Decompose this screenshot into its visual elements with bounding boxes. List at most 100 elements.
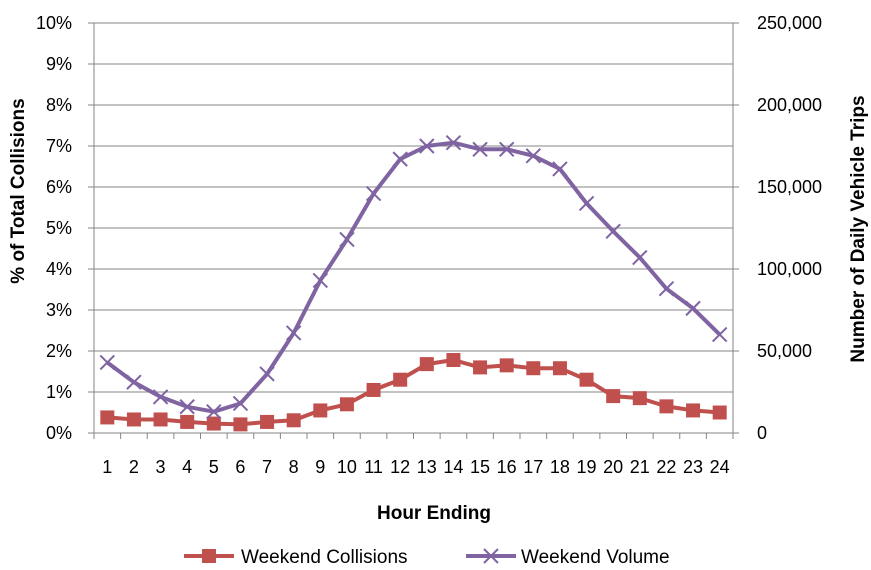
volume-point — [99, 354, 116, 371]
tick-labels: 0% 1% 2% 3% 4% 5% 6% 7% 8% 9% 10% 0 50,000 100,000 150… — [36, 13, 822, 477]
collisions-point — [552, 361, 567, 376]
x-tick-label: 11 — [364, 457, 383, 477]
volume-point — [419, 138, 435, 154]
legend-square-marker — [202, 549, 216, 563]
volume-point — [259, 366, 275, 382]
x-tick-label: 3 — [156, 457, 166, 477]
collisions-point — [712, 405, 727, 420]
x-tick-label: 2 — [129, 457, 139, 477]
legend: Weekend Collisions Weekend Volume — [184, 547, 670, 568]
volume-point — [152, 389, 169, 405]
x-tick-label: 10 — [337, 457, 357, 477]
collisions-point — [180, 414, 195, 429]
y-tick-label: 1% — [46, 382, 72, 402]
collisions-point — [606, 389, 621, 404]
collisions-point — [260, 414, 275, 429]
chart-axes — [88, 22, 739, 439]
volume-point — [179, 399, 195, 415]
x-tick-label: 21 — [630, 457, 650, 477]
x-tick-label: 18 — [550, 457, 570, 477]
x-tick-label: 8 — [289, 457, 299, 477]
collisions-point — [339, 397, 354, 412]
y-tick-label: 5% — [46, 218, 72, 238]
series-lines — [106, 140, 722, 427]
x-tick-label: 23 — [683, 457, 703, 477]
collisions-point — [659, 399, 674, 414]
collisions-point — [100, 410, 115, 425]
x-tick-label: 4 — [182, 457, 192, 477]
volume-point — [605, 223, 621, 239]
legend-label-volume: Weekend Volume — [521, 547, 670, 568]
collisions-point — [206, 416, 221, 431]
volume-point — [685, 300, 701, 317]
volume-point — [126, 374, 142, 390]
collisions-point — [579, 372, 594, 387]
x-tick-label: 14 — [443, 457, 463, 477]
x-tick-label: 6 — [235, 457, 245, 477]
volume-point — [711, 326, 728, 343]
x-tick-label: 17 — [523, 457, 543, 477]
y-tick-label: 2% — [46, 341, 72, 361]
y-tick-label: 9% — [46, 54, 72, 74]
legend-item-weekend-volume: Weekend Volume — [466, 547, 670, 568]
y-tick-label: 10% — [36, 13, 72, 33]
volume-point — [552, 161, 568, 177]
series-markers — [99, 135, 728, 432]
volume-point — [658, 280, 675, 297]
volume-point — [578, 195, 595, 212]
volume-point — [632, 249, 648, 266]
volume-point — [312, 272, 329, 289]
x-tick-label: 19 — [577, 457, 597, 477]
x-tick-label: 13 — [417, 457, 437, 477]
x-tick-label: 1 — [102, 457, 112, 477]
collisions-point — [526, 361, 541, 376]
volume-point — [445, 135, 462, 151]
collisions-point — [366, 382, 381, 397]
x-tick-label: 7 — [262, 457, 272, 477]
x-tick-label: 9 — [315, 457, 325, 477]
collisions-point — [686, 403, 701, 418]
volume-point — [392, 151, 408, 167]
grid-lines — [94, 22, 733, 393]
collisions-point — [153, 412, 168, 427]
volume-point — [472, 141, 488, 157]
x-tick-label: 15 — [470, 457, 490, 477]
legend-x-marker — [483, 548, 499, 564]
y2-tick-label: 150,000 — [757, 177, 822, 197]
y2-tick-label: 100,000 — [757, 259, 822, 279]
y-tick-label: 6% — [46, 177, 72, 197]
volume-point — [525, 148, 542, 164]
collisions-point — [126, 412, 141, 427]
collisions-point — [233, 417, 248, 432]
y2-tick-label: 200,000 — [757, 95, 822, 115]
legend-item-weekend-collisions: Weekend Collisions — [184, 547, 408, 568]
collisions-point — [632, 391, 647, 406]
x-tick-label: 5 — [209, 457, 219, 477]
collisions-point — [499, 358, 514, 373]
x-tick-label: 20 — [603, 457, 623, 477]
collisions-point — [419, 357, 434, 372]
y-tick-label: 7% — [46, 136, 72, 156]
x-axis-title: Hour Ending — [377, 503, 491, 524]
volume-point — [206, 403, 222, 420]
y2-axis-title: Number of Daily Vehicle Trips — [848, 95, 869, 362]
y-axis-title: % of Total Collisions — [8, 98, 29, 283]
y-tick-label: 3% — [46, 300, 72, 320]
collisions-point — [473, 360, 488, 375]
collisions-point — [313, 403, 328, 418]
volume-point — [498, 141, 515, 157]
y2-tick-label: 50,000 — [757, 341, 812, 361]
collisions-point — [393, 372, 408, 387]
volume-point — [339, 231, 355, 248]
x-tick-label: 16 — [497, 457, 517, 477]
collisions-point — [286, 413, 301, 428]
y2-tick-label: 250,000 — [757, 13, 822, 33]
volume-point — [365, 185, 382, 202]
legend-label-collisions: Weekend Collisions — [241, 547, 408, 568]
volume-point — [285, 325, 302, 341]
x-tick-label: 24 — [710, 457, 730, 477]
y2-tick-label: 0 — [757, 423, 767, 443]
x-tick-label: 12 — [390, 457, 410, 477]
y-tick-label: 8% — [46, 95, 72, 115]
